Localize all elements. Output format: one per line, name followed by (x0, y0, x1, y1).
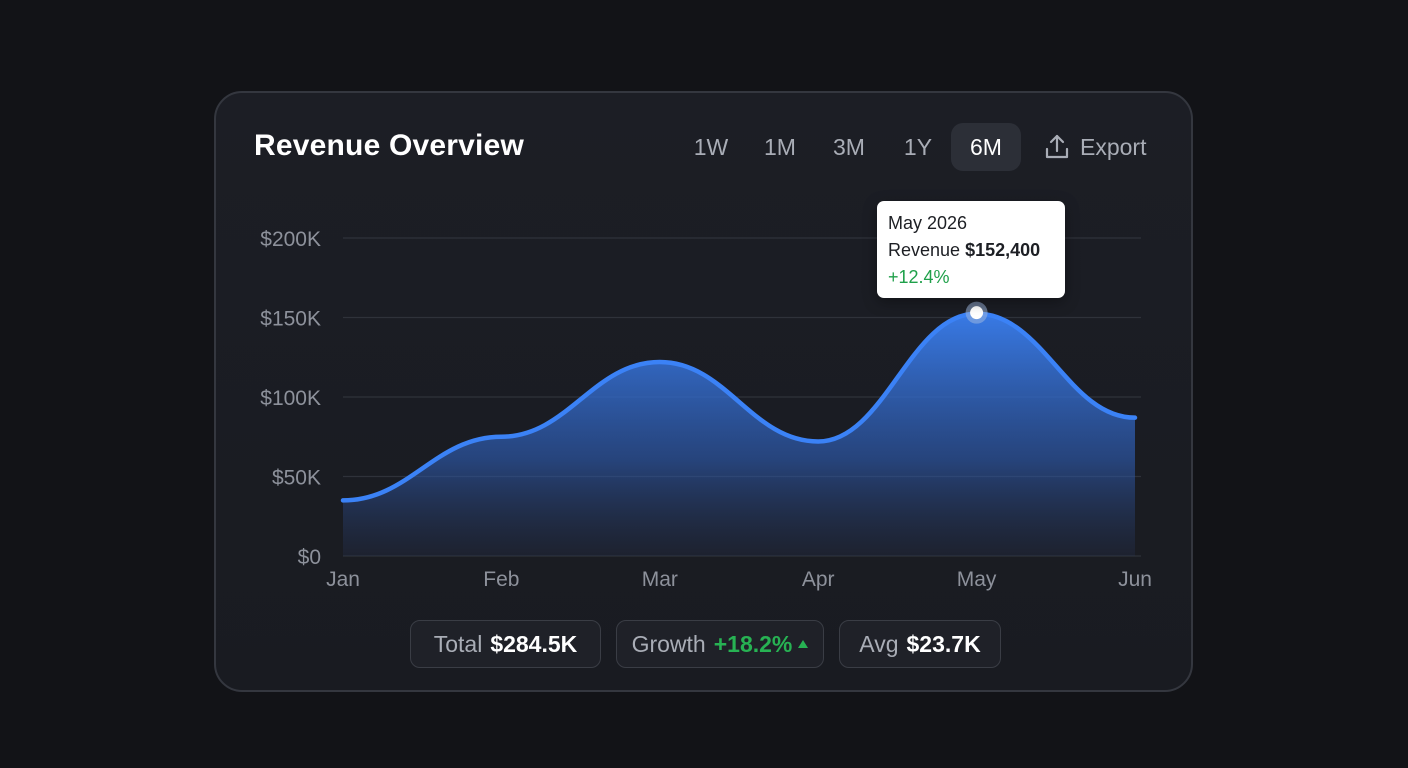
range-1w-button[interactable]: 1W (676, 123, 746, 171)
y-tick-label: $0 (298, 546, 321, 569)
tooltip-revenue-value: $152,400 (965, 240, 1041, 260)
range-1m-button[interactable]: 1M (745, 123, 815, 171)
range-1y-button[interactable]: 1Y (883, 123, 953, 171)
revenue-area (343, 313, 1135, 556)
x-tick-label: Feb (483, 568, 519, 591)
growth-label: Growth (631, 630, 706, 657)
revenue-chart: $0 $50K $100K $150K $200K Jan Feb Mar Apr May Jun (260, 228, 1152, 591)
avg-value: $23.7K (906, 630, 981, 657)
chart-tooltip: May 2026 Revenue $152,400 +12.4% (877, 201, 1065, 298)
export-label: Export (1080, 133, 1147, 160)
y-tick-label: $200K (260, 228, 321, 251)
page-title: Revenue Overview (254, 129, 525, 162)
revenue-card: Revenue Overview 1W 1M 3M 1Y 6M Export $… (214, 91, 1193, 692)
summary-stats: Total $284.5K Growth +18.2% Avg $23.7K (216, 620, 1191, 668)
avg-label: Avg (859, 630, 899, 657)
triangle-up-icon (798, 640, 809, 648)
revenue-line (340, 311, 1138, 503)
range-3m-button[interactable]: 3M (814, 123, 884, 171)
data-point-highlight (970, 306, 984, 320)
tooltip-period: May 2026 (888, 213, 968, 233)
tooltip-change: +12.4% (888, 267, 950, 287)
total-value: $284.5K (490, 630, 578, 657)
upload-icon (1044, 133, 1070, 161)
x-tick-label: Apr (802, 568, 835, 591)
total-label: Total (433, 630, 483, 657)
y-tick-label: $100K (260, 387, 321, 410)
y-tick-label: $50K (272, 467, 321, 490)
avg-stat: Avg $23.7K (839, 620, 1001, 668)
growth-value: +18.2% (713, 630, 793, 657)
growth-stat: Growth +18.2% (616, 620, 824, 668)
tooltip-revenue-label: Revenue (888, 240, 961, 260)
x-tick-label: Jan (326, 568, 360, 591)
x-tick-label: Jun (1118, 568, 1152, 591)
total-stat: Total $284.5K (410, 620, 601, 668)
range-6m-button[interactable]: 6M (951, 123, 1021, 171)
y-tick-label: $150K (260, 308, 321, 331)
export-button[interactable]: Export (1044, 123, 1146, 171)
tooltip-revenue-row: Revenue $152,400 (888, 237, 1054, 264)
x-tick-label: Mar (642, 568, 678, 591)
x-tick-label: May (957, 568, 997, 591)
